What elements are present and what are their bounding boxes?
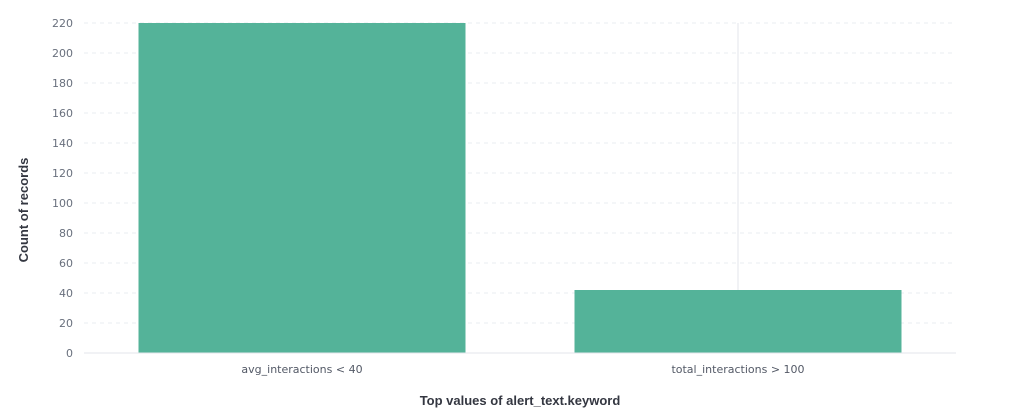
y-tick-label: 180 bbox=[52, 77, 73, 90]
y-tick-label: 60 bbox=[59, 257, 73, 270]
y-tick-label: 0 bbox=[66, 347, 73, 360]
x-tick-label: avg_interactions < 40 bbox=[241, 363, 362, 376]
x-tick-label: total_interactions > 100 bbox=[671, 363, 804, 376]
y-tick-label: 20 bbox=[59, 317, 73, 330]
y-tick-label: 200 bbox=[52, 47, 73, 60]
y-tick-label: 220 bbox=[52, 17, 73, 30]
y-tick-label: 100 bbox=[52, 197, 73, 210]
y-tick-label: 120 bbox=[52, 167, 73, 180]
x-axis-labels: avg_interactions < 40 total_interactions … bbox=[241, 363, 804, 376]
y-tick-label: 40 bbox=[59, 287, 73, 300]
bar[interactable] bbox=[138, 23, 466, 353]
y-tick-label: 80 bbox=[59, 227, 73, 240]
y-axis-ticks: 0 20 40 60 80 100 120 140 160 180 200 220 bbox=[52, 17, 73, 360]
bar[interactable] bbox=[574, 290, 902, 353]
x-axis-title: Top values of alert_text.keyword bbox=[420, 393, 621, 408]
y-tick-label: 160 bbox=[52, 107, 73, 120]
y-tick-label: 140 bbox=[52, 137, 73, 150]
bars bbox=[138, 23, 902, 353]
y-axis-title: Count of records bbox=[16, 158, 31, 263]
